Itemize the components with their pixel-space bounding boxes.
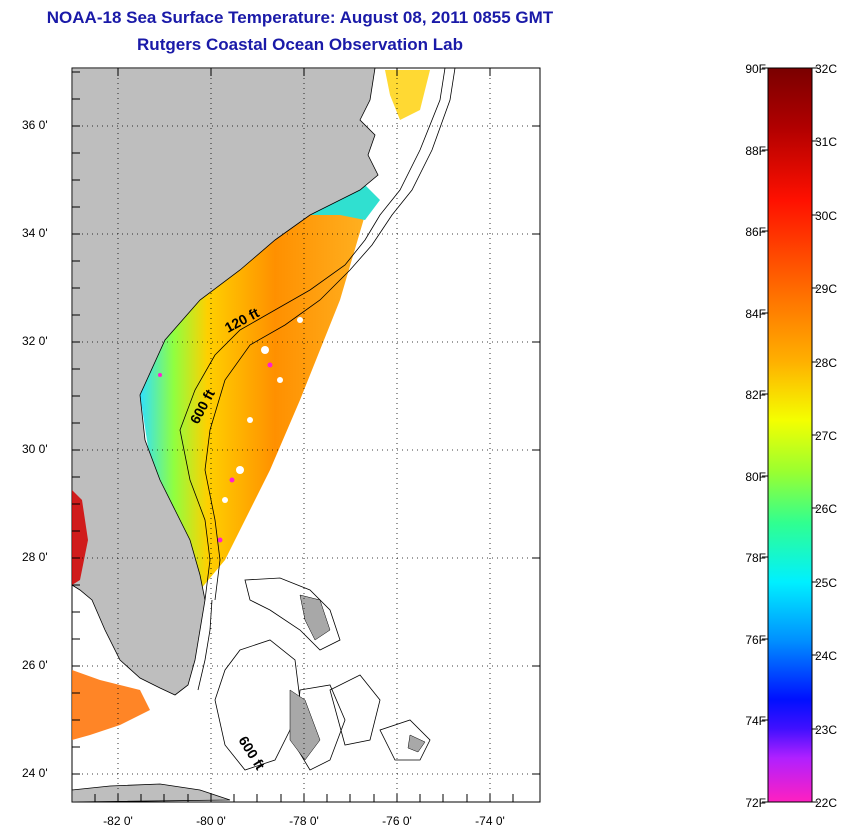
lon-label-80: -80 0' [196, 814, 226, 828]
map-title: NOAA-18 Sea Surface Temperature: August … [46, 8, 554, 27]
bathymetry-contours [179, 68, 456, 691]
colorbar-label-76f: 76F [745, 633, 766, 647]
lat-label-28: 28 0' [22, 550, 48, 564]
colorbar-label-28c: 28C [815, 356, 838, 370]
colorbar [767, 67, 813, 803]
lon-label-76: -76 0' [382, 814, 412, 828]
colorbar-label-25c: 25C [815, 576, 838, 590]
colorbar-label-24c: 24C [815, 649, 838, 663]
colorbar-label-30c: 30C [815, 209, 838, 223]
sst-gulf-patch [72, 490, 88, 585]
land-cuba [72, 783, 231, 802]
colorbar-label-86f: 86F [745, 225, 766, 239]
sst-northern-patch [385, 70, 430, 120]
colorbar-label-74f: 74F [745, 714, 766, 728]
colorbar-label-82f: 82F [745, 388, 766, 402]
colorbar-label-27c: 27C [815, 429, 838, 443]
lat-label-26: 26 0' [22, 658, 48, 672]
lat-label-32: 32 0' [22, 334, 48, 348]
colorbar-label-72f: 72F [745, 796, 766, 810]
lon-label-74: -74 0' [475, 814, 505, 828]
lon-label-78: -78 0' [289, 814, 319, 828]
cloud-specks [222, 317, 303, 503]
lat-label-30: 30 0' [22, 442, 48, 456]
lat-label-36: 36 0' [22, 118, 48, 132]
colorbar-label-29c: 29C [815, 282, 838, 296]
lat-label-24: 24 0' [22, 766, 48, 780]
colorbar-label-26c: 26C [815, 502, 838, 516]
lon-label-82: -82 0' [103, 814, 133, 828]
colorbar-label-80f: 80F [745, 470, 766, 484]
colorbar-label-22c: 22C [815, 796, 838, 810]
map-subtitle: Rutgers Coastal Ocean Observation Lab [137, 35, 463, 54]
colorbar-label-88f: 88F [745, 144, 766, 158]
colorbar-ticks [762, 67, 818, 803]
colorbar-label-32c: 32C [815, 62, 838, 76]
colorbar-label-90f: 90F [745, 62, 766, 76]
lat-label-34: 34 0' [22, 226, 48, 240]
colorbar-label-78f: 78F [745, 551, 766, 565]
colorbar-label-23c: 23C [815, 723, 838, 737]
cold-specks [158, 362, 273, 543]
sst-swath [140, 200, 365, 590]
map-grid [72, 68, 540, 802]
land-us-mainland [72, 68, 379, 696]
colorbar-label-84f: 84F [745, 307, 766, 321]
frame-ticks [72, 68, 540, 802]
colorbar-label-31c: 31C [815, 135, 838, 149]
sst-gulf-south [72, 670, 150, 740]
bahamas-land [289, 594, 426, 761]
